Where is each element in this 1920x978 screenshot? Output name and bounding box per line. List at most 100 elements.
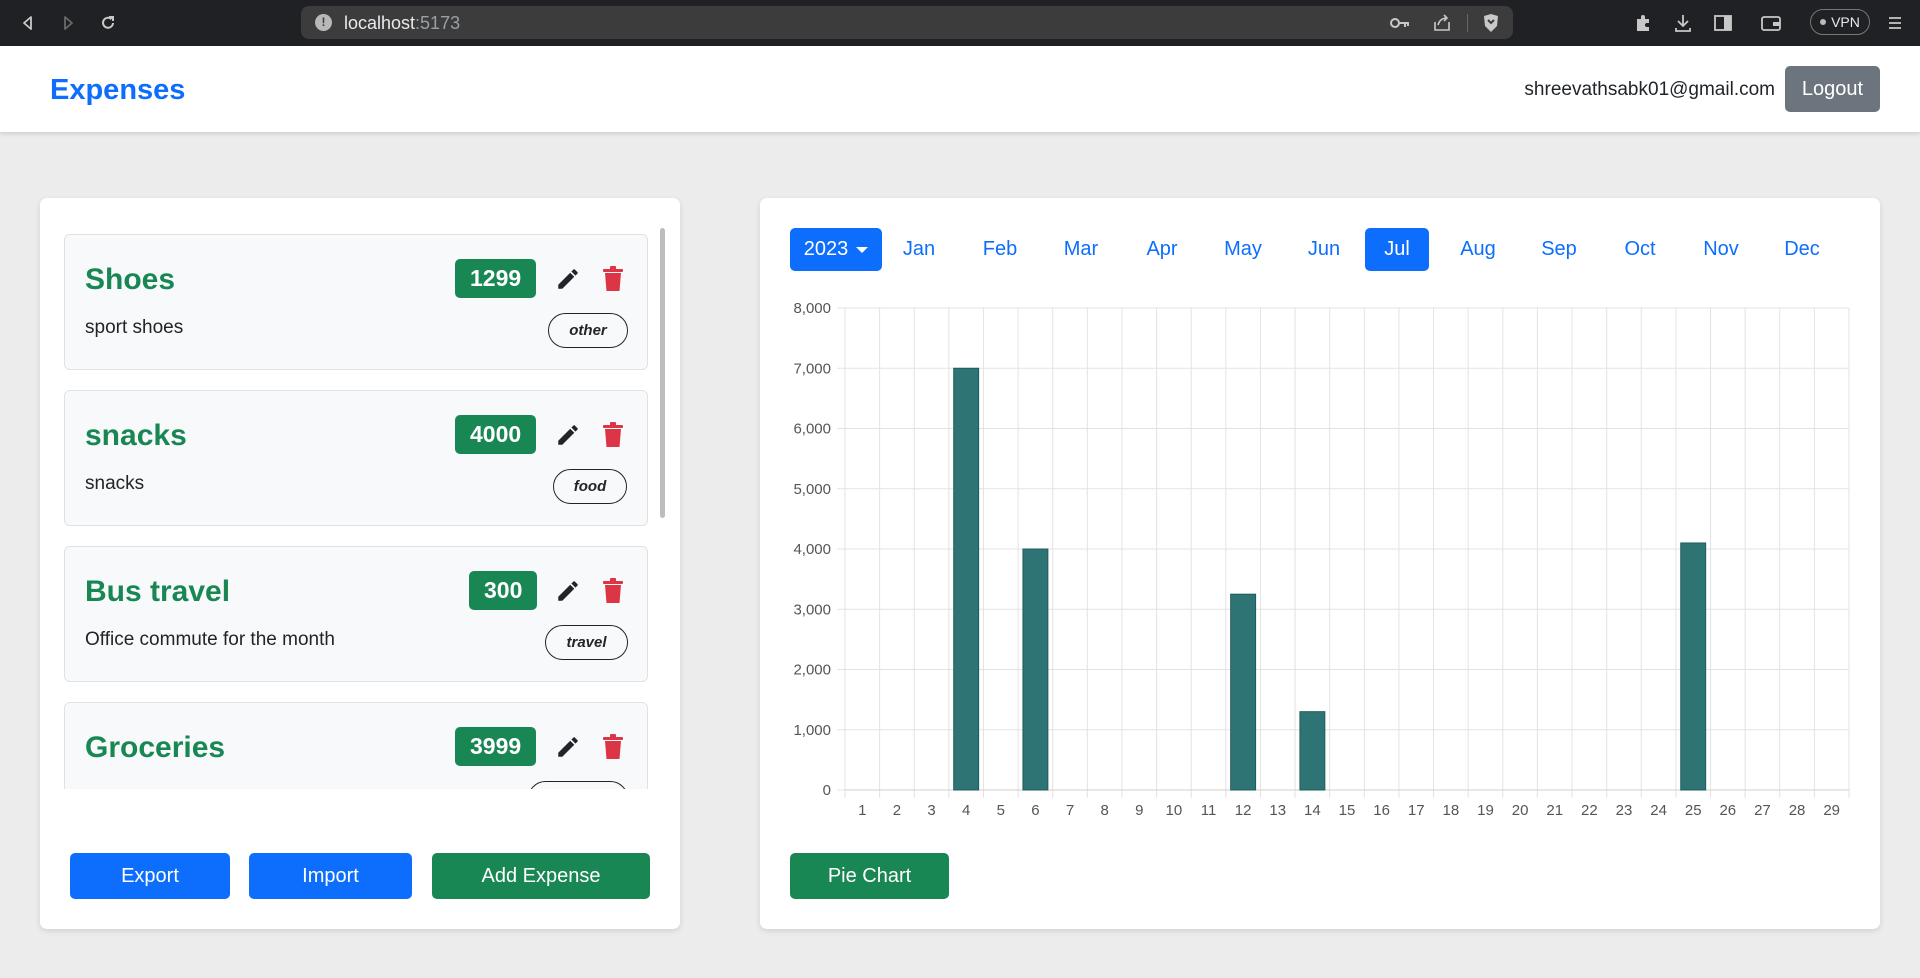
list-scrollbar[interactable]: [660, 228, 665, 518]
bar: [1680, 542, 1707, 791]
expense-category-tag: [528, 781, 628, 789]
back-icon[interactable]: [15, 10, 41, 36]
user-email: shreevathsabk01@gmail.com: [1524, 79, 1775, 100]
tab-month-oct[interactable]: Oct: [1624, 238, 1656, 260]
app-brand[interactable]: Expenses: [50, 74, 186, 106]
y-tick-label: 8,000: [793, 300, 831, 317]
x-tick-label: 21: [1546, 802, 1563, 819]
edit-icon[interactable]: [555, 266, 581, 292]
expense-amount-badge: 3999: [455, 727, 537, 766]
chart-card: 2023 Jan Feb Mar Apr May Jun Jul Aug Sep Oct Nov De…: [760, 198, 1880, 929]
expense-item: Shoes 1299 sport shoes other: [64, 234, 648, 370]
expense-description: Office commute for the month: [85, 629, 335, 650]
tab-month-aug[interactable]: Aug: [1460, 238, 1496, 260]
y-tick-label: 5,000: [793, 481, 831, 498]
expense-list-card: Shoes 1299 sport shoes other snacks 4000…: [40, 198, 680, 929]
trash-icon[interactable]: [602, 578, 624, 604]
edit-icon[interactable]: [555, 578, 581, 604]
x-tick-label: 28: [1789, 802, 1806, 819]
x-tick-label: 14: [1304, 802, 1321, 819]
bar: [1230, 593, 1257, 791]
export-button[interactable]: Export: [70, 853, 230, 899]
year-dropdown[interactable]: 2023: [790, 228, 882, 271]
caret-down-icon: [856, 246, 869, 253]
trash-icon[interactable]: [602, 422, 624, 448]
x-tick-label: 5: [997, 802, 1005, 819]
x-tick-label: 4: [962, 802, 970, 819]
bar: [953, 367, 980, 791]
x-tick-label: 1: [858, 802, 866, 819]
x-tick-label: 24: [1650, 802, 1667, 819]
x-tick-label: 2: [893, 802, 901, 819]
x-tick-label: 8: [1100, 802, 1108, 819]
expense-amount-badge: 1299: [455, 259, 537, 298]
expense-category-tag: food: [553, 469, 627, 504]
tab-month-sep[interactable]: Sep: [1541, 238, 1577, 260]
key-icon[interactable]: [1389, 12, 1411, 34]
x-tick-label: 10: [1166, 802, 1183, 819]
expense-title: snacks: [85, 419, 187, 452]
tab-month-may[interactable]: May: [1224, 238, 1262, 260]
y-tick-label: 2,000: [793, 662, 831, 679]
y-tick-label: 6,000: [793, 421, 831, 438]
expense-category-tag: other: [548, 313, 628, 348]
tab-month-dec[interactable]: Dec: [1784, 238, 1820, 260]
tab-month-mar[interactable]: Mar: [1063, 238, 1099, 260]
logout-button[interactable]: Logout: [1785, 66, 1880, 112]
browser-toolbar: ! localhost:5173 VPN: [0, 0, 1920, 46]
y-tick-label: 7,000: [793, 360, 831, 377]
trash-icon[interactable]: [602, 266, 624, 292]
x-tick-label: 17: [1408, 802, 1425, 819]
tab-month-jul[interactable]: Jul: [1365, 228, 1429, 271]
x-tick-label: 29: [1823, 802, 1840, 819]
vpn-status-icon: [1820, 19, 1827, 25]
download-icon[interactable]: [1670, 10, 1696, 36]
x-tick-label: 16: [1373, 802, 1390, 819]
x-tick-label: 25: [1685, 802, 1702, 819]
import-button[interactable]: Import: [249, 853, 412, 899]
tab-month-jan[interactable]: Jan: [902, 238, 936, 260]
x-tick-label: 15: [1339, 802, 1356, 819]
y-tick-label: 3,000: [793, 601, 831, 618]
site-info-icon[interactable]: !: [315, 14, 332, 31]
menu-icon[interactable]: [1882, 10, 1908, 36]
x-tick-label: 11: [1201, 802, 1217, 819]
edit-icon[interactable]: [555, 422, 581, 448]
x-tick-label: 20: [1512, 802, 1529, 819]
expense-title: Bus travel: [85, 575, 231, 608]
vpn-label: VPN: [1831, 14, 1860, 30]
reload-icon[interactable]: [95, 10, 121, 36]
y-tick-label: 4,000: [793, 541, 831, 558]
edit-icon[interactable]: [555, 734, 581, 760]
address-bar[interactable]: ! localhost:5173: [301, 6, 1513, 39]
add-expense-button[interactable]: Add Expense: [432, 853, 650, 899]
x-tick-label: 27: [1754, 802, 1771, 819]
expense-item: Groceries 3999: [64, 702, 648, 789]
expense-title: Groceries: [85, 731, 226, 764]
extensions-icon[interactable]: [1630, 10, 1656, 36]
x-tick-label: 12: [1235, 802, 1252, 819]
vpn-button[interactable]: VPN: [1810, 9, 1870, 35]
tab-month-apr[interactable]: Apr: [1146, 238, 1178, 260]
tab-month-feb[interactable]: Feb: [982, 238, 1018, 260]
x-tick-label: 13: [1269, 802, 1286, 819]
year-dropdown-label: 2023: [803, 238, 849, 260]
x-tick-label: 26: [1719, 802, 1736, 819]
trash-icon[interactable]: [602, 734, 624, 760]
x-tick-label: 7: [1066, 802, 1074, 819]
expense-title: Shoes: [85, 263, 176, 296]
sidebar-icon[interactable]: [1710, 10, 1736, 36]
url-text: localhost:5173: [344, 13, 461, 33]
expense-description: sport shoes: [85, 317, 184, 338]
wallet-icon[interactable]: [1758, 10, 1784, 36]
expense-list[interactable]: Shoes 1299 sport shoes other snacks 4000…: [64, 234, 648, 789]
brave-shield-icon[interactable]: [1480, 12, 1502, 34]
pie-chart-button[interactable]: Pie Chart: [790, 853, 949, 899]
x-tick-label: 19: [1477, 802, 1494, 819]
expense-description: snacks: [85, 473, 145, 494]
tab-month-jun[interactable]: Jun: [1307, 238, 1341, 260]
forward-icon[interactable]: [55, 10, 81, 36]
tab-month-nov[interactable]: Nov: [1703, 238, 1739, 260]
bar: [1299, 711, 1326, 791]
share-icon[interactable]: [1431, 12, 1453, 34]
